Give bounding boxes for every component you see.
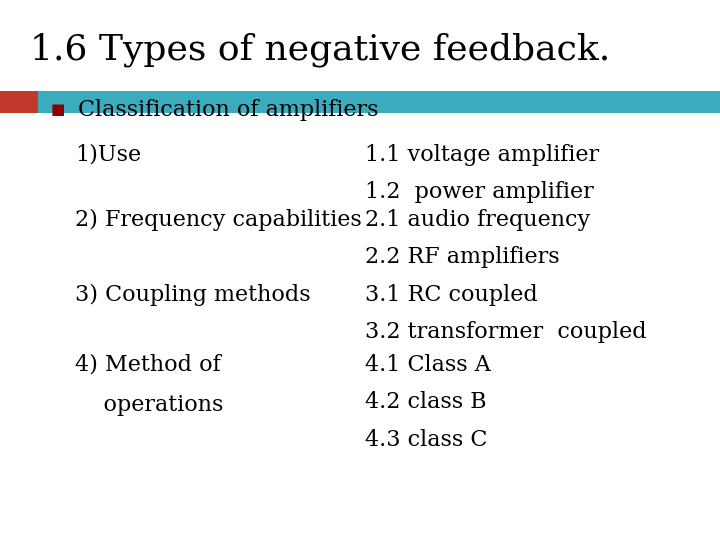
Text: ■: ■ [51, 103, 66, 118]
Text: 3.2 transformer  coupled: 3.2 transformer coupled [365, 321, 647, 343]
Text: 3) Coupling methods: 3) Coupling methods [75, 284, 310, 306]
Text: 4.1 Class A: 4.1 Class A [365, 354, 491, 376]
Text: 1.2  power amplifier: 1.2 power amplifier [365, 181, 594, 203]
Text: 3.1 RC coupled: 3.1 RC coupled [365, 284, 538, 306]
Text: Classification of amplifiers: Classification of amplifiers [78, 99, 379, 121]
Text: 4) Method of: 4) Method of [75, 354, 221, 376]
Text: 1)Use: 1)Use [75, 144, 141, 166]
Bar [38, 91, 720, 113]
Text: 1.6 Types of negative feedback.: 1.6 Types of negative feedback. [30, 33, 611, 68]
Text: 2.1 audio frequency: 2.1 audio frequency [365, 209, 590, 231]
Text: 4.2 class B: 4.2 class B [365, 391, 487, 413]
Text: 2.2 RF amplifiers: 2.2 RF amplifiers [365, 246, 559, 268]
Bar [0, 91, 38, 113]
Text: operations: operations [75, 394, 223, 416]
Text: 4.3 class C: 4.3 class C [365, 429, 487, 451]
Text: 1.1 voltage amplifier: 1.1 voltage amplifier [365, 144, 599, 166]
Text: 2) Frequency capabilities: 2) Frequency capabilities [75, 209, 361, 231]
